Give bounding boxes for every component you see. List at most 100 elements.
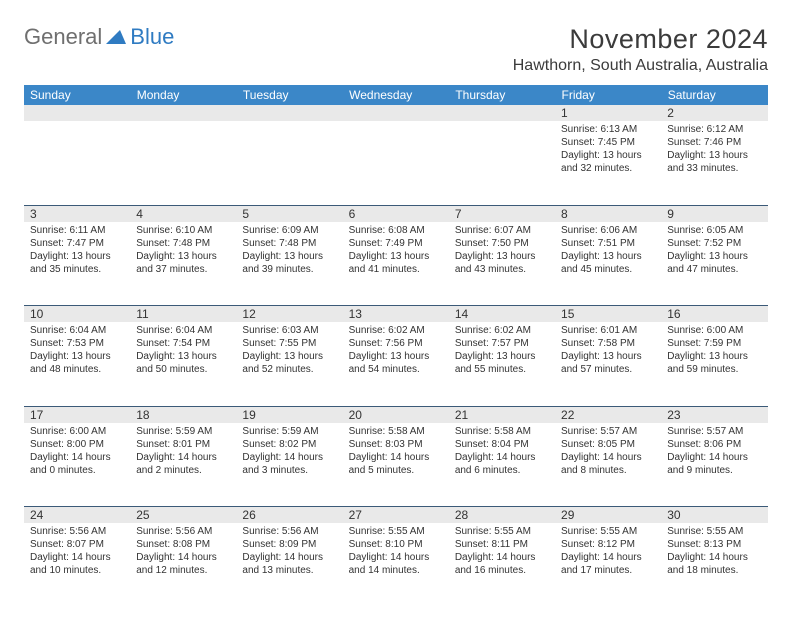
sunrise-text: Sunrise: 5:56 AM [30,525,124,538]
day-cell: Sunrise: 6:13 AMSunset: 7:45 PMDaylight:… [555,121,661,205]
day-number: 17 [24,406,130,423]
sunrise-text: Sunrise: 6:02 AM [455,324,549,337]
daylight-text: Daylight: 14 hours and 17 minutes. [561,551,655,577]
sunset-text: Sunset: 7:56 PM [349,337,443,350]
day-body: Sunrise: 5:58 AMSunset: 8:03 PMDaylight:… [343,423,449,481]
sunrise-text: Sunrise: 5:55 AM [561,525,655,538]
day-number-row: 12 [24,105,768,121]
sunset-text: Sunset: 7:48 PM [242,237,336,250]
day-body: Sunrise: 6:13 AMSunset: 7:45 PMDaylight:… [555,121,661,179]
day-cell: Sunrise: 6:04 AMSunset: 7:53 PMDaylight:… [24,322,130,406]
daylight-text: Daylight: 14 hours and 12 minutes. [136,551,230,577]
sunset-text: Sunset: 8:01 PM [136,438,230,451]
daylight-text: Daylight: 14 hours and 0 minutes. [30,451,124,477]
calendar-table: Sunday Monday Tuesday Wednesday Thursday… [24,85,768,607]
day-number: 22 [555,406,661,423]
day-header: Saturday [661,85,767,105]
day-number: 18 [130,406,236,423]
sunrise-text: Sunrise: 6:08 AM [349,224,443,237]
daylight-text: Daylight: 14 hours and 18 minutes. [667,551,761,577]
day-number [449,105,555,121]
sunrise-text: Sunrise: 6:05 AM [667,224,761,237]
sunset-text: Sunset: 8:03 PM [349,438,443,451]
day-cell [236,121,342,205]
sunset-text: Sunset: 7:54 PM [136,337,230,350]
day-body: Sunrise: 6:12 AMSunset: 7:46 PMDaylight:… [661,121,767,179]
sunrise-text: Sunrise: 6:04 AM [30,324,124,337]
day-number: 7 [449,205,555,222]
daylight-text: Daylight: 13 hours and 35 minutes. [30,250,124,276]
day-body: Sunrise: 5:59 AMSunset: 8:02 PMDaylight:… [236,423,342,481]
sunrise-text: Sunrise: 6:03 AM [242,324,336,337]
sunrise-text: Sunrise: 5:58 AM [349,425,443,438]
day-body: Sunrise: 5:55 AMSunset: 8:12 PMDaylight:… [555,523,661,581]
sunset-text: Sunset: 8:07 PM [30,538,124,551]
day-number: 2 [661,105,767,121]
day-number: 13 [343,306,449,323]
day-number: 29 [555,507,661,524]
daylight-text: Daylight: 14 hours and 5 minutes. [349,451,443,477]
day-cell: Sunrise: 6:00 AMSunset: 7:59 PMDaylight:… [661,322,767,406]
day-cell: Sunrise: 6:08 AMSunset: 7:49 PMDaylight:… [343,222,449,306]
day-number: 4 [130,205,236,222]
daylight-text: Daylight: 13 hours and 37 minutes. [136,250,230,276]
day-body: Sunrise: 6:02 AMSunset: 7:56 PMDaylight:… [343,322,449,380]
day-header: Sunday [24,85,130,105]
daylight-text: Daylight: 13 hours and 41 minutes. [349,250,443,276]
day-body: Sunrise: 6:10 AMSunset: 7:48 PMDaylight:… [130,222,236,280]
daylight-text: Daylight: 13 hours and 33 minutes. [667,149,761,175]
sunset-text: Sunset: 7:48 PM [136,237,230,250]
day-cell: Sunrise: 6:05 AMSunset: 7:52 PMDaylight:… [661,222,767,306]
day-body [24,121,130,127]
day-header: Tuesday [236,85,342,105]
day-number: 21 [449,406,555,423]
day-number: 1 [555,105,661,121]
week-row: Sunrise: 6:13 AMSunset: 7:45 PMDaylight:… [24,121,768,205]
day-header: Friday [555,85,661,105]
day-number: 14 [449,306,555,323]
sunset-text: Sunset: 7:49 PM [349,237,443,250]
sunrise-text: Sunrise: 5:59 AM [136,425,230,438]
day-header: Thursday [449,85,555,105]
day-body [236,121,342,127]
week-row: Sunrise: 5:56 AMSunset: 8:07 PM Daylight:… [24,523,768,607]
sunrise-text: Sunrise: 6:06 AM [561,224,655,237]
daylight-text: Daylight: 13 hours and 50 minutes. [136,350,230,376]
day-number: 15 [555,306,661,323]
day-body: Sunrise: 5:56 AMSunset: 8:09 PMDaylight:… [236,523,342,581]
day-number: 9 [661,205,767,222]
sunrise-text: Sunrise: 5:57 AM [561,425,655,438]
day-number [343,105,449,121]
sunset-text: Sunset: 7:45 PM [561,136,655,149]
sunset-text: Sunset: 7:59 PM [667,337,761,350]
day-number [236,105,342,121]
day-cell [449,121,555,205]
sunrise-text: Sunrise: 5:57 AM [667,425,761,438]
sunrise-text: Sunrise: 5:55 AM [455,525,549,538]
day-body: Sunrise: 5:57 AMSunset: 8:05 PMDaylight:… [555,423,661,481]
day-body: Sunrise: 5:57 AMSunset: 8:06 PMDaylight:… [661,423,767,481]
sunset-text: Sunset: 7:46 PM [667,136,761,149]
sunset-text: Sunset: 7:53 PM [30,337,124,350]
sunrise-text: Sunrise: 6:09 AM [242,224,336,237]
title-block: November 2024 Hawthorn, South Australia,… [513,24,768,75]
sunrise-text: Sunrise: 6:02 AM [349,324,443,337]
day-body [343,121,449,127]
day-cell: Sunrise: 5:56 AMSunset: 8:09 PMDaylight:… [236,523,342,607]
daylight-text: Daylight: 14 hours and 3 minutes. [242,451,336,477]
day-body: Sunrise: 6:04 AMSunset: 7:54 PMDaylight:… [130,322,236,380]
day-body: Sunrise: 6:01 AMSunset: 7:58 PMDaylight:… [555,322,661,380]
day-body: Sunrise: 6:00 AMSunset: 8:00 PMDaylight:… [24,423,130,481]
sunset-text: Sunset: 8:08 PM [136,538,230,551]
day-number: 28 [449,507,555,524]
day-number: 25 [130,507,236,524]
day-body: Sunrise: 6:03 AMSunset: 7:55 PMDaylight:… [236,322,342,380]
daylight-text: Daylight: 13 hours and 32 minutes. [561,149,655,175]
sunrise-text: Sunrise: 6:13 AM [561,123,655,136]
day-cell: Sunrise: 5:59 AMSunset: 8:01 PMDaylight:… [130,423,236,507]
day-number-row: 3456789 [24,205,768,222]
day-number: 10 [24,306,130,323]
day-cell: Sunrise: 5:55 AMSunset: 8:11 PMDaylight:… [449,523,555,607]
day-cell: Sunrise: 5:58 AMSunset: 8:03 PMDaylight:… [343,423,449,507]
sunset-text: Sunset: 8:09 PM [242,538,336,551]
